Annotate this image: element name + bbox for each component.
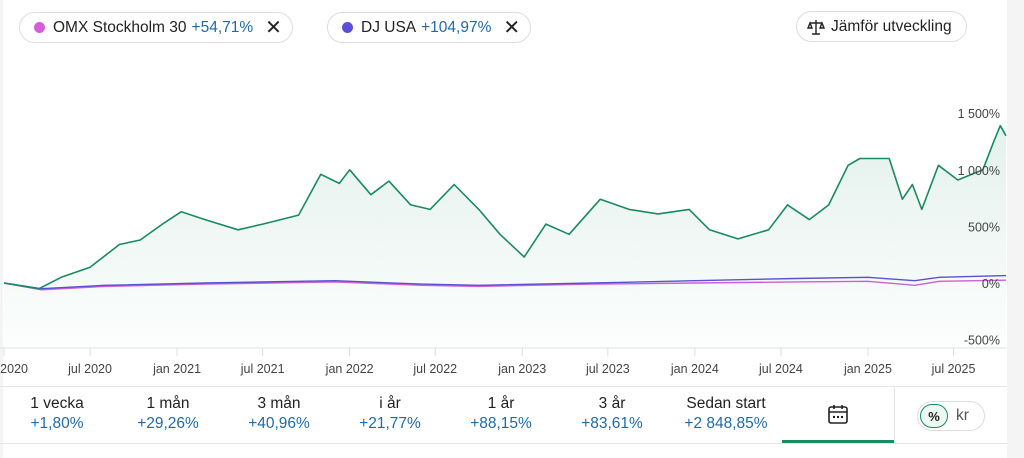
custom-period-button[interactable] xyxy=(782,387,894,443)
period-3[interactable]: i år +21,77% xyxy=(330,395,450,433)
period-label: 3 år xyxy=(598,395,626,412)
period-0[interactable]: 1 vecka +1,80% xyxy=(0,395,117,433)
divider xyxy=(894,387,895,443)
series-name: DJ USA xyxy=(361,18,417,36)
period-2[interactable]: 3 mån +40,96% xyxy=(219,395,339,433)
period-value: +29,26% xyxy=(137,415,199,432)
series-chip-omx[interactable]: OMX Stockholm 30 +54,71% ✕ xyxy=(19,12,293,43)
x-tick-label: jul 2024 xyxy=(758,362,803,376)
period-label: 1 mån xyxy=(146,395,190,412)
currency-option[interactable]: kr xyxy=(956,407,969,424)
x-tick-label: jan 2024 xyxy=(670,362,719,376)
period-1[interactable]: 1 mån +29,26% xyxy=(108,395,228,433)
series-line xyxy=(3,124,1007,290)
x-tick-label: jul 2025 xyxy=(931,362,976,376)
period-6[interactable]: Sedan start +2 848,85% xyxy=(666,395,786,433)
period-value: +2 848,85% xyxy=(684,415,768,432)
period-5[interactable]: 3 år +83,61% xyxy=(552,395,672,433)
series-change: +104,97% xyxy=(421,18,492,36)
y-tick-label: 0% xyxy=(982,277,1000,291)
period-4[interactable]: 1 år +88,15% xyxy=(441,395,561,433)
x-tick-label: jan 2023 xyxy=(497,362,546,376)
left-edge xyxy=(0,0,3,458)
x-tick-label: jan 2021 xyxy=(152,362,201,376)
series-change: +54,71% xyxy=(191,18,254,36)
x-tick-label: jan 2025 xyxy=(843,362,892,376)
period-selector: 1 vecka +1,80% 1 mån +29,26% 3 mån +40,96% i å… xyxy=(0,386,1007,444)
series-color-dot xyxy=(34,22,45,33)
period-label: 3 mån xyxy=(257,395,301,412)
period-label: Sedan start xyxy=(686,395,766,412)
x-tick-label: jul 2022 xyxy=(412,362,457,376)
compare-button[interactable]: Jämför utveckling xyxy=(796,11,967,42)
period-value: +83,61% xyxy=(581,415,643,432)
period-value: +88,15% xyxy=(470,415,532,432)
series-color-dot xyxy=(342,22,353,33)
series-area xyxy=(4,125,1006,348)
scale-icon xyxy=(807,19,825,35)
y-tick-label: 500% xyxy=(968,220,1000,234)
performance-chart[interactable]: jan 2020 jul 2020 jan 2021 jul 2021 jan 2022… xyxy=(0,60,1007,380)
x-tick-label: jul 2020 xyxy=(67,362,112,376)
scrollbar-track[interactable] xyxy=(1007,0,1024,458)
x-tick-label: jul 2023 xyxy=(585,362,630,376)
period-value: +21,77% xyxy=(359,415,421,432)
period-label: 1 vecka xyxy=(30,395,84,412)
compare-label: Jämför utveckling xyxy=(831,17,952,35)
period-value: +40,96% xyxy=(248,415,310,432)
x-tick-label: jan 2020 xyxy=(0,362,28,376)
period-value: +1,80% xyxy=(30,415,84,432)
unit-toggle[interactable]: % kr xyxy=(917,401,985,431)
series-chip-djusa[interactable]: DJ USA +104,97% ✕ xyxy=(327,12,532,43)
percent-option[interactable]: % xyxy=(920,404,948,428)
y-tick-label: -500% xyxy=(964,334,1000,348)
period-label: i år xyxy=(379,395,401,412)
x-tick-label: jan 2022 xyxy=(325,362,374,376)
period-label: 1 år xyxy=(487,395,515,412)
y-tick-label: 1 000% xyxy=(958,164,1000,178)
close-icon[interactable]: ✕ xyxy=(503,16,521,39)
y-tick-label: 1 500% xyxy=(958,107,1000,121)
series-name: OMX Stockholm 30 xyxy=(53,18,187,36)
calendar-icon xyxy=(828,404,848,424)
x-tick-label: jul 2021 xyxy=(240,362,285,376)
close-icon[interactable]: ✕ xyxy=(265,16,282,39)
